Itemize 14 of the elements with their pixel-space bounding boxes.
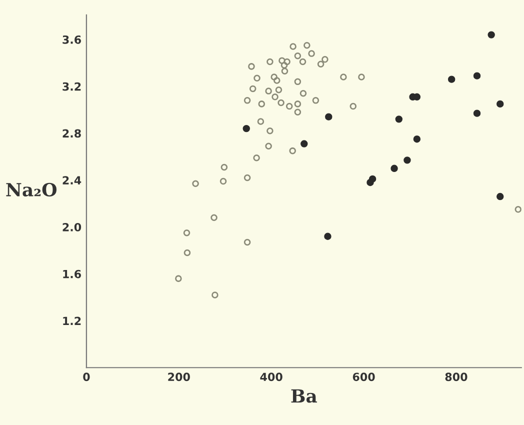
x-tick-label: 200 — [168, 372, 190, 382]
y-tick-label: 1.2 — [63, 316, 81, 325]
y-tick-label: 3.6 — [62, 35, 81, 44]
y-tick-label: 2.0 — [62, 222, 82, 232]
y-axis-title: Na₂O — [6, 182, 57, 196]
x-tick-label: 0 — [83, 372, 90, 382]
x-axis-title: Ba — [291, 389, 317, 403]
x-tick-label: 400 — [260, 372, 282, 382]
y-tick-label: 3.2 — [62, 82, 81, 91]
x-tick-label: 600 — [352, 372, 375, 382]
y-tick-label: 2.8 — [62, 129, 81, 138]
y-tick-label: 2.4 — [62, 176, 82, 184]
y-tick-label: 1.6 — [63, 270, 81, 278]
x-tick-label: 800 — [445, 372, 468, 382]
